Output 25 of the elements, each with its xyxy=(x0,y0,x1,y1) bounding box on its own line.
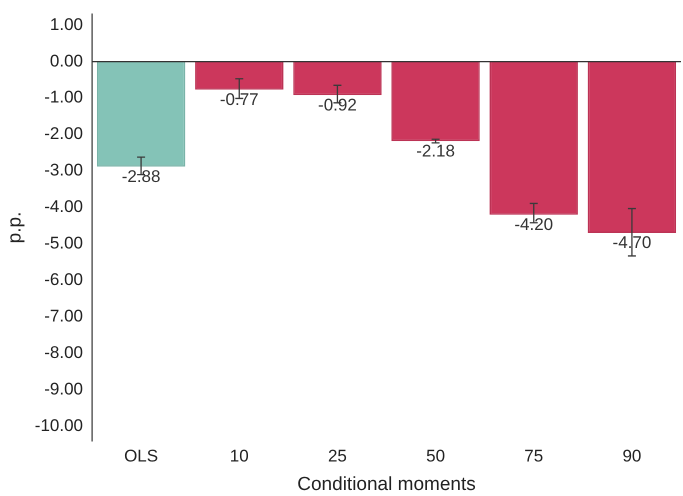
x-tick-label: OLS xyxy=(124,446,158,466)
data-label: -0.77 xyxy=(220,90,259,109)
y-tick-label: -3.00 xyxy=(44,160,84,180)
data-label: -4.20 xyxy=(514,214,554,234)
y-tick-label: -6.00 xyxy=(44,270,84,290)
x-tick-label: 75 xyxy=(524,446,544,466)
x-tick-label: 10 xyxy=(230,446,249,466)
x-axis-title: Conditional moments xyxy=(297,474,476,495)
data-label: -0.92 xyxy=(318,95,357,114)
y-tick-label: -10.00 xyxy=(34,416,84,435)
x-tick-label: 25 xyxy=(328,446,347,466)
y-tick-label: 1.00 xyxy=(50,14,84,34)
y-tick-label: -7.00 xyxy=(44,306,84,326)
y-tick-label: -5.00 xyxy=(44,234,84,253)
y-tick-label: -9.00 xyxy=(44,379,84,398)
y-tick-label: 0.00 xyxy=(50,51,84,70)
y-tick-label: -4.00 xyxy=(44,197,84,216)
x-tick-label: 50 xyxy=(426,446,446,466)
x-tick-label: 90 xyxy=(622,446,642,466)
y-axis-title: p.p. xyxy=(4,212,26,244)
y-tick-label: -8.00 xyxy=(44,342,84,362)
data-label: -2.18 xyxy=(416,141,455,160)
y-tick-label: -1.00 xyxy=(44,88,84,107)
y-tick-label: -2.00 xyxy=(44,124,84,144)
data-label: -2.88 xyxy=(122,166,160,186)
